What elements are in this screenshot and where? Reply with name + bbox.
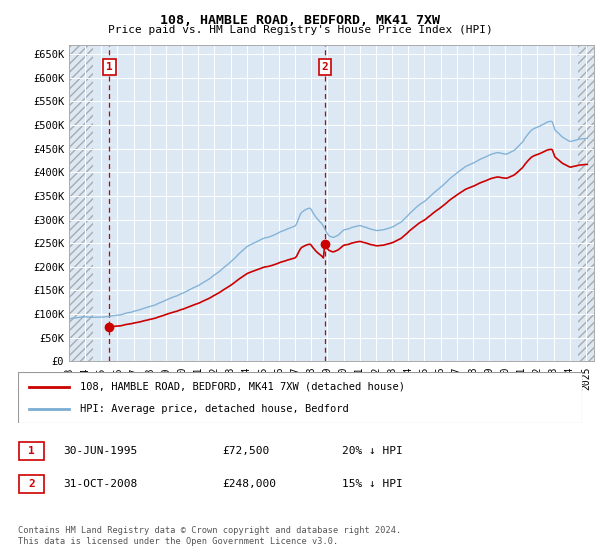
Text: £72,500: £72,500	[222, 446, 269, 456]
Text: £248,000: £248,000	[222, 479, 276, 489]
Text: 31-OCT-2008: 31-OCT-2008	[63, 479, 137, 489]
FancyBboxPatch shape	[19, 442, 44, 460]
Text: 2: 2	[28, 479, 35, 489]
Text: 1: 1	[28, 446, 35, 456]
Bar	[578, 45, 594, 361]
Text: 1: 1	[106, 62, 113, 72]
Text: 108, HAMBLE ROAD, BEDFORD, MK41 7XW (detached house): 108, HAMBLE ROAD, BEDFORD, MK41 7XW (det…	[80, 381, 405, 391]
Bar	[69, 45, 93, 361]
FancyBboxPatch shape	[19, 475, 44, 493]
Text: HPI: Average price, detached house, Bedford: HPI: Average price, detached house, Bedf…	[80, 404, 349, 414]
Text: Price paid vs. HM Land Registry's House Price Index (HPI): Price paid vs. HM Land Registry's House …	[107, 25, 493, 35]
Text: Contains HM Land Registry data © Crown copyright and database right 2024.
This d: Contains HM Land Registry data © Crown c…	[18, 526, 401, 546]
Text: 108, HAMBLE ROAD, BEDFORD, MK41 7XW: 108, HAMBLE ROAD, BEDFORD, MK41 7XW	[160, 14, 440, 27]
Text: 30-JUN-1995: 30-JUN-1995	[63, 446, 137, 456]
FancyBboxPatch shape	[18, 372, 582, 423]
Text: 2: 2	[322, 62, 328, 72]
Text: 20% ↓ HPI: 20% ↓ HPI	[342, 446, 403, 456]
Text: 15% ↓ HPI: 15% ↓ HPI	[342, 479, 403, 489]
